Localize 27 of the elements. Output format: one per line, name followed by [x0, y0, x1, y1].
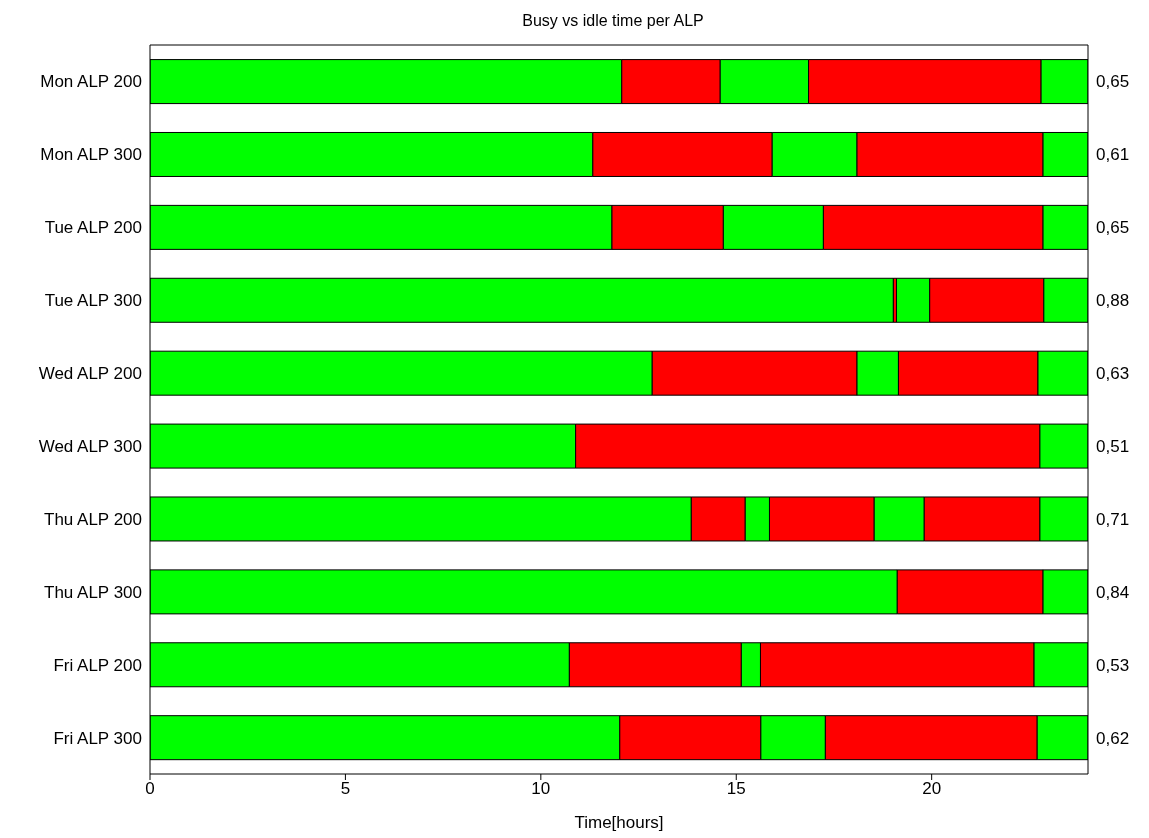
- y2-tick-label: 0,88: [1096, 291, 1130, 311]
- x-axis-title: Time[hours]: [574, 813, 664, 832]
- y-tick-label: Wed ALP 200: [38, 364, 142, 384]
- y-tick-label: Fri ALP 200: [53, 655, 142, 675]
- x-tick-label: 10: [531, 779, 551, 799]
- y2-tick-label: 0,65: [1096, 72, 1130, 92]
- y-tick-label: Fri ALP 300: [53, 728, 142, 748]
- y2-tick-label: 0,62: [1096, 728, 1130, 748]
- y2-tick-label: 0,51: [1096, 436, 1130, 456]
- x-tick-label: 15: [726, 779, 746, 799]
- chart-title: Busy vs idle time per ALP: [521, 11, 705, 31]
- y2-tick-label: 0,61: [1096, 145, 1130, 165]
- y2-tick-label: 0,63: [1096, 364, 1130, 384]
- x-tick-label: 20: [922, 779, 942, 799]
- y-tick-label: Mon ALP 200: [40, 72, 142, 92]
- y-tick-label: Thu ALP 300: [44, 582, 142, 602]
- y-tick-label: Wed ALP 300: [38, 436, 142, 456]
- y2-tick-label: 0,71: [1096, 509, 1130, 529]
- y-tick-label: Thu ALP 200: [44, 509, 142, 529]
- y2-tick-label: 0,65: [1096, 218, 1130, 238]
- y-tick-label: Mon ALP 300: [40, 145, 142, 165]
- y-tick-label: Tue ALP 200: [44, 218, 142, 238]
- y2-tick-label: 0,53: [1096, 655, 1130, 675]
- x-tick-label: 5: [340, 779, 351, 799]
- y2-tick-label: 0,84: [1096, 582, 1130, 602]
- x-tick-label: 0: [145, 779, 155, 799]
- y-tick-label: Tue ALP 300: [44, 291, 142, 311]
